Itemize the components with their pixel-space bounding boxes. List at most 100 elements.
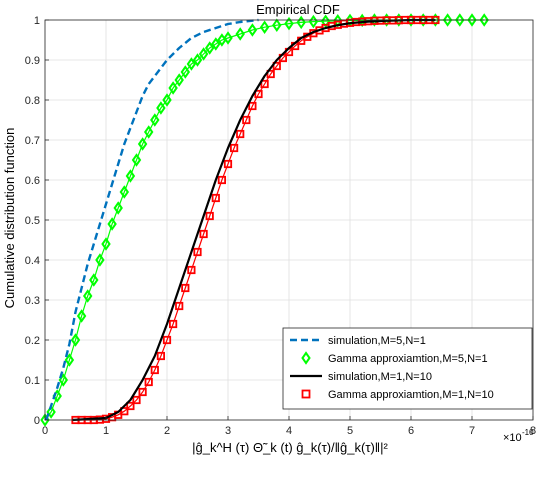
- data-point-diamond: [156, 101, 166, 115]
- data-point-square: [138, 387, 147, 397]
- y-tick-label: 1: [34, 15, 40, 27]
- y-tick-label: 0: [34, 415, 40, 427]
- y-tick-label: 0.2: [25, 335, 40, 347]
- ticks: 0 1 2 3 4 5 6 7 8 0 0.1 0.2 0.3 0.4 0.5 0.6 0.7 0.8 0.9 1: [25, 15, 536, 437]
- data-point-square: [193, 247, 202, 257]
- x-tick-label: 5: [347, 425, 353, 437]
- x-tick-label: 7: [469, 425, 475, 437]
- series-2: [72, 18, 436, 422]
- data-point-diamond: [137, 137, 148, 151]
- data-point-diamond: [442, 13, 453, 27]
- data-point-diamond: [70, 333, 81, 347]
- x-axis-exponent: ×10 -10: [503, 428, 534, 444]
- x-tick-label: 1: [103, 425, 109, 437]
- x-axis-exponent-power: -10: [522, 428, 534, 437]
- data-point-diamond: [107, 217, 117, 231]
- data-point-diamond: [174, 73, 184, 87]
- data-point-diamond: [211, 37, 221, 51]
- data-point-diamond: [89, 273, 99, 287]
- series-line: [45, 18, 259, 421]
- data-point-diamond: [119, 185, 130, 199]
- data-point-diamond: [284, 16, 294, 31]
- data-point-diamond: [113, 201, 123, 215]
- data-point-square: [181, 283, 190, 293]
- data-point-square: [236, 129, 245, 139]
- data-point-diamond: [64, 353, 75, 367]
- data-point-square: [229, 143, 239, 153]
- data-point-square: [175, 301, 184, 311]
- data-point-square: [223, 159, 233, 169]
- x-axis-exponent-base: ×10: [503, 432, 522, 444]
- legend-box: [282, 327, 533, 410]
- data-point-diamond: [82, 289, 93, 303]
- data-point-square: [144, 377, 153, 387]
- legend-diamond-swatch: [301, 351, 311, 365]
- data-point-square: [205, 211, 214, 221]
- x-tick-label: 6: [408, 425, 414, 437]
- data-point-diamond: [125, 169, 136, 183]
- data-point-square: [199, 229, 208, 239]
- y-tick-label: 0.8: [25, 95, 40, 107]
- data-point-diamond: [198, 47, 209, 61]
- legend-entries: simulation,M=5,N=1 Gamma approxiamtion,M=…: [290, 335, 494, 401]
- data-point-square: [242, 115, 251, 125]
- legend-label: simulation,M=5,N=1: [328, 335, 426, 347]
- data-point-diamond: [223, 31, 233, 45]
- data-point-square: [150, 365, 159, 375]
- x-tick-label: 3: [225, 425, 231, 437]
- series-line: [72, 18, 436, 422]
- y-tick-label: 0.7: [25, 135, 40, 147]
- data-point-diamond: [46, 405, 56, 419]
- data-point-diamond: [180, 65, 191, 79]
- legend-entry: Gamma approxiamtion,M=1,N=10: [301, 389, 494, 401]
- x-tick-label: 8: [530, 425, 536, 437]
- data-point-diamond: [320, 14, 331, 28]
- y-axis-label: Cumulative distribution function: [2, 128, 17, 309]
- y-tick-label: 0.4: [25, 255, 40, 267]
- series-0: [45, 18, 259, 421]
- data-point-square: [248, 101, 257, 111]
- legend-label: Gamma approxiamtion,M=5,N=1: [328, 353, 488, 365]
- data-point-diamond: [131, 153, 142, 167]
- data-point-diamond: [479, 13, 489, 27]
- data-point-diamond: [247, 23, 258, 37]
- y-tick-label: 0.6: [25, 175, 40, 187]
- y-tick-label: 0.3: [25, 295, 40, 307]
- x-tick-label: 0: [42, 425, 48, 437]
- legend-entry: Gamma approxiamtion,M=5,N=1: [301, 351, 488, 365]
- x-axis-label-text: |ĝ_k^H (τ) Θ̃_k (t) ĝ_k(τ)/‖ĝ_k(τ)‖|²: [192, 440, 388, 455]
- data-point-diamond: [204, 41, 215, 55]
- data-point-diamond: [143, 125, 154, 139]
- data-point-diamond: [455, 13, 465, 27]
- legend-entry: simulation,M=1,N=10: [290, 371, 432, 383]
- data-point-square: [162, 335, 172, 345]
- data-point-diamond: [296, 15, 306, 30]
- data-point-diamond: [95, 253, 105, 267]
- data-point-diamond: [150, 113, 160, 127]
- data-point-diamond: [101, 237, 111, 251]
- data-point-square: [254, 89, 263, 99]
- data-point-diamond: [259, 20, 270, 34]
- data-point-square: [168, 319, 178, 329]
- data-point-diamond: [168, 81, 178, 95]
- data-point-square: [187, 265, 196, 275]
- data-point-diamond: [76, 309, 87, 323]
- legend-square-swatch: [301, 389, 311, 399]
- data-point-square: [132, 395, 141, 405]
- legend-entry: simulation,M=5,N=1: [290, 335, 426, 347]
- data-point-diamond: [192, 53, 203, 67]
- data-point-diamond: [162, 93, 172, 107]
- legend: simulation,M=5,N=1 Gamma approxiamtion,M=…: [282, 327, 533, 410]
- data-point-square: [126, 401, 135, 411]
- data-point-diamond: [467, 13, 477, 27]
- data-point-diamond: [235, 27, 245, 41]
- data-point-diamond: [272, 18, 282, 32]
- series-layer: [40, 13, 489, 427]
- data-point-square: [260, 79, 269, 89]
- data-point-square: [156, 351, 165, 361]
- data-point-square: [120, 407, 129, 416]
- y-tick-label: 0.5: [25, 215, 40, 227]
- y-tick-label: 0.9: [25, 55, 40, 67]
- y-tick-label: 0.1: [25, 375, 40, 387]
